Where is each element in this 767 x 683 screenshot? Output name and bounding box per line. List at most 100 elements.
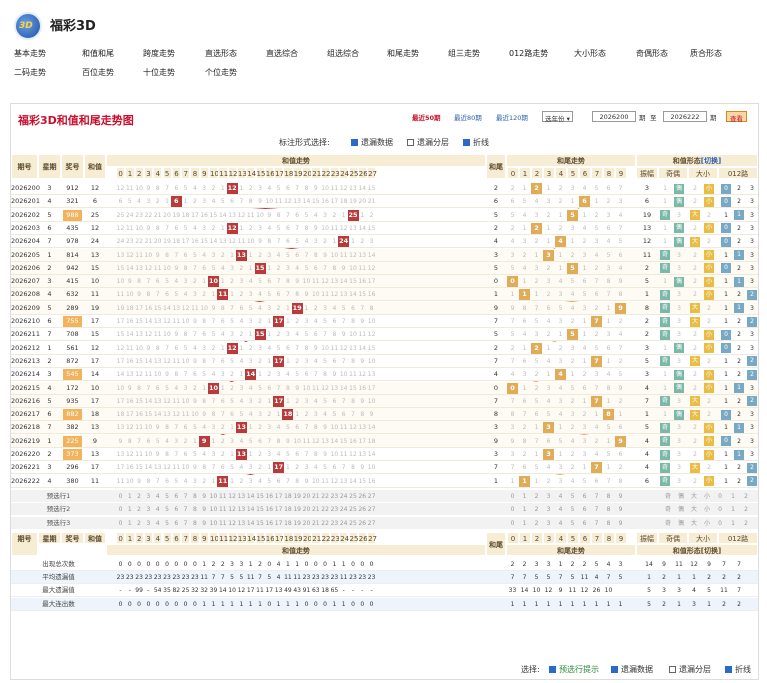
preselect-cell[interactable]: 9 <box>202 506 207 514</box>
footer-option-checkbox[interactable]: 遗漏数据 <box>611 664 653 675</box>
preselect-cell[interactable]: 2 <box>137 492 141 500</box>
preselect-cell[interactable]: 14 <box>246 492 255 500</box>
opt-omit-data-checkbox[interactable]: 遗漏数据 <box>351 137 393 148</box>
preselect-cell[interactable]: 7 <box>183 506 188 514</box>
to-period-input[interactable]: 2026222 <box>663 111 707 122</box>
nav-item[interactable]: 直选形态 <box>205 49 237 58</box>
preselect-cell[interactable]: 15 <box>256 506 264 514</box>
preselect-cell[interactable]: 5 <box>165 492 169 500</box>
preselect-cell[interactable]: 24 <box>339 492 348 500</box>
preselect-cell[interactable]: 13 <box>237 519 246 527</box>
preselect-cell[interactable]: 20 <box>302 506 311 514</box>
preselect-cell[interactable]: 2 <box>744 506 748 514</box>
preselect-cell[interactable]: 4 <box>558 519 563 527</box>
preselect-cell[interactable]: 3 <box>146 519 151 527</box>
footer-option-checkbox[interactable]: 遗漏分层 <box>669 664 711 675</box>
preselect-cell[interactable]: 0 <box>510 519 515 527</box>
footer-option-checkbox[interactable]: 折线 <box>725 664 751 675</box>
nav-item[interactable]: 奇偶形态 <box>636 49 668 58</box>
preselect-cell[interactable]: 20 <box>302 492 311 500</box>
preselect-cell[interactable]: 6 <box>174 506 179 514</box>
preselect-cell[interactable]: 大 <box>690 506 697 514</box>
preselect-cell[interactable]: 11 <box>218 519 227 527</box>
preselect-cell[interactable]: 8 <box>192 519 197 527</box>
recent-50-link[interactable]: 最近50期 <box>412 114 441 122</box>
preselect-cell[interactable]: 8 <box>192 506 197 514</box>
preselect-cell[interactable]: 1 <box>522 492 527 500</box>
preselect-cell[interactable]: 10 <box>209 492 218 500</box>
preselect-cell[interactable]: 0 <box>718 506 722 514</box>
preselect-cell[interactable]: 17 <box>274 519 283 527</box>
preselect-cell[interactable]: 2 <box>534 492 539 500</box>
preselect-cell[interactable]: 26 <box>358 492 367 500</box>
preselect-cell[interactable]: 4 <box>558 506 563 514</box>
preselect-cell[interactable]: 4 <box>155 519 160 527</box>
preselect-cell[interactable]: 11 <box>218 492 227 500</box>
preselect-cell[interactable]: 1 <box>731 492 735 500</box>
preselect-cell[interactable]: 0 <box>118 506 123 514</box>
preselect-cell[interactable]: 9 <box>202 519 207 527</box>
preselect-cell[interactable]: 1 <box>522 506 527 514</box>
preselect-cell[interactable]: 2 <box>534 506 539 514</box>
nav-item[interactable]: 和尾走势 <box>387 49 419 58</box>
period-header[interactable]: 期号 <box>11 154 38 179</box>
preselect-cell[interactable]: 3 <box>546 492 551 500</box>
preselect-cell[interactable]: 5 <box>165 519 169 527</box>
from-period-input[interactable]: 2026200 <box>592 111 636 122</box>
preselect-cell[interactable]: 10 <box>209 506 218 514</box>
preselect-cell[interactable]: 小 <box>703 519 710 527</box>
preselect-cell[interactable]: 20 <box>302 519 311 527</box>
preselect-cell[interactable]: 8 <box>606 492 611 500</box>
preselect-cell[interactable]: 5 <box>165 506 169 514</box>
switch-link[interactable]: [切换] <box>700 157 722 165</box>
preselect-cell[interactable]: 21 <box>311 492 320 500</box>
preselect-cell[interactable]: 12 <box>228 492 236 500</box>
preselect-cell[interactable]: 小 <box>703 492 710 500</box>
nav-item[interactable]: 百位走势 <box>82 68 114 77</box>
preselect-cell[interactable]: 23 <box>330 519 339 527</box>
preselect-cell[interactable]: 17 <box>274 506 283 514</box>
preselect-cell[interactable]: 12 <box>228 519 236 527</box>
preselect-cell[interactable]: 6 <box>582 492 587 500</box>
preselect-cell[interactable]: 1 <box>522 519 527 527</box>
preselect-cell[interactable]: 11 <box>218 506 227 514</box>
nav-item[interactable]: 个位走势 <box>205 68 237 77</box>
preselect-cell[interactable]: 3 <box>546 519 551 527</box>
preselect-cell[interactable]: 18 <box>284 506 292 514</box>
preselect-cell[interactable]: 6 <box>174 492 179 500</box>
year-select[interactable]: 选年份 ▾ <box>542 111 573 123</box>
preselect-cell[interactable]: 25 <box>349 492 357 500</box>
preselect-cell[interactable]: 24 <box>339 506 348 514</box>
preselect-cell[interactable]: 5 <box>570 506 575 514</box>
opt-line-checkbox[interactable]: 折线 <box>463 137 489 148</box>
preselect-cell[interactable]: 1 <box>127 519 132 527</box>
preselect-cell[interactable]: 2 <box>534 519 539 527</box>
preselect-cell[interactable]: 1 <box>127 492 132 500</box>
nav-item[interactable]: 大小形态 <box>574 49 606 58</box>
preselect-cell[interactable]: 9 <box>618 492 623 500</box>
preselect-cell[interactable]: 奇 <box>664 492 671 500</box>
preselect-cell[interactable]: 19 <box>293 519 301 527</box>
preselect-cell[interactable]: 8 <box>192 492 197 500</box>
preselect-cell[interactable]: 23 <box>330 492 339 500</box>
preselect-cell[interactable]: 0 <box>718 492 722 500</box>
nav-item[interactable]: 组三走势 <box>448 49 480 58</box>
preselect-cell[interactable]: 13 <box>237 492 246 500</box>
nav-item[interactable]: 跨度走势 <box>143 49 175 58</box>
preselect-cell[interactable]: 23 <box>330 506 339 514</box>
preselect-cell[interactable]: 偶 <box>677 506 684 514</box>
preselect-cell[interactable]: 16 <box>265 506 274 514</box>
nav-item[interactable]: 和值和尾 <box>82 49 114 58</box>
preselect-cell[interactable]: 9 <box>202 492 207 500</box>
preselect-cell[interactable]: 0 <box>510 506 515 514</box>
preselect-cell[interactable]: 16 <box>265 492 274 500</box>
nav-item[interactable]: 组选综合 <box>327 49 359 58</box>
preselect-cell[interactable]: 6 <box>582 506 587 514</box>
recent-80-link[interactable]: 最近80期 <box>454 114 482 122</box>
preselect-cell[interactable]: 26 <box>358 519 367 527</box>
preselect-cell[interactable]: 8 <box>606 519 611 527</box>
preselect-cell[interactable]: 12 <box>228 506 236 514</box>
preselect-cell[interactable]: 2 <box>744 492 748 500</box>
preselect-cell[interactable]: 18 <box>284 519 292 527</box>
nav-item[interactable]: 基本走势 <box>14 49 46 58</box>
